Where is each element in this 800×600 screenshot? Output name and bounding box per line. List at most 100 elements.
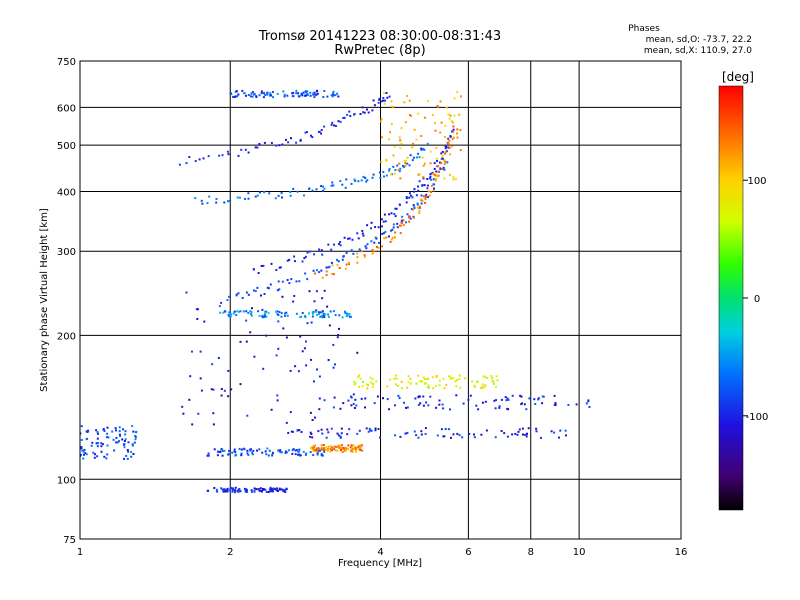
echo-point (254, 195, 257, 198)
echo-point (103, 455, 106, 458)
echo-point (498, 405, 501, 408)
echo-point (314, 272, 316, 275)
echo-point (305, 340, 307, 343)
echo-point (525, 435, 528, 438)
echo-point (444, 160, 447, 163)
echo-point (342, 402, 345, 405)
echo-point (288, 449, 290, 452)
echo-point (310, 358, 312, 361)
echo-point (396, 164, 399, 167)
echo-point (320, 446, 323, 449)
echo-point (266, 91, 269, 94)
echo-point (308, 187, 311, 190)
echo-point (231, 490, 234, 493)
echo-point (427, 190, 430, 193)
echo-point (418, 173, 421, 176)
echo-point (226, 487, 229, 490)
echo-point (417, 152, 419, 155)
echo-point (130, 451, 133, 454)
echo-point (269, 486, 272, 489)
echo-point (320, 129, 323, 132)
echo-point (188, 398, 191, 401)
echo-point (412, 142, 415, 145)
echo-point (408, 99, 411, 102)
echo-point (373, 402, 376, 405)
echo-point (247, 311, 250, 314)
echo-point (332, 310, 335, 313)
echo-point (484, 376, 487, 379)
echo-point (358, 447, 361, 450)
echo-point (334, 94, 337, 97)
echo-point (471, 380, 474, 383)
echo-point (316, 314, 318, 316)
x-tick-label: 8 (528, 547, 534, 558)
echo-point (236, 196, 239, 199)
echo-point (220, 487, 223, 490)
echo-point (327, 431, 330, 434)
echo-point (438, 399, 441, 402)
echo-point (446, 141, 449, 144)
echo-point (253, 92, 256, 95)
echo-point (443, 387, 446, 390)
echo-point (429, 150, 432, 153)
echo-point (374, 429, 377, 432)
echo-point (420, 202, 423, 205)
colorbar-label: [deg] (722, 70, 754, 84)
echo-point (264, 488, 267, 491)
echo-point (464, 377, 467, 380)
echo-point (295, 141, 298, 144)
y-tick-label: 400 (57, 187, 76, 198)
echo-point (181, 405, 184, 408)
echo-point (337, 434, 340, 437)
echo-point (434, 129, 437, 132)
echo-point (449, 135, 452, 138)
echo-point (328, 265, 331, 268)
echo-point (493, 399, 496, 402)
echo-point (295, 92, 298, 95)
echo-point (417, 173, 420, 176)
echo-point (238, 196, 241, 199)
echo-point (447, 428, 450, 431)
echo-point (381, 232, 384, 235)
echo-point (334, 125, 337, 127)
echo-point (343, 236, 346, 239)
echo-point (422, 176, 425, 179)
echo-point (256, 449, 258, 452)
echo-point (444, 428, 447, 430)
echo-point (97, 432, 99, 435)
echo-point (114, 441, 117, 444)
echo-point (106, 453, 109, 456)
echo-point (301, 260, 304, 263)
echo-point (482, 375, 485, 378)
echo-point (356, 232, 359, 235)
echo-point (277, 280, 280, 283)
echo-point (330, 449, 333, 451)
echo-point (374, 226, 377, 228)
echo-point (416, 203, 419, 206)
y-tick-label: 75 (63, 535, 76, 546)
echo-point (412, 156, 415, 159)
echo-point (420, 198, 423, 201)
echo-point (423, 195, 426, 198)
echo-point (312, 447, 315, 450)
echo-point (439, 100, 442, 103)
echo-point (270, 262, 273, 265)
echo-point (222, 490, 225, 493)
echo-point (350, 404, 353, 407)
echo-point (268, 192, 271, 195)
echo-point (372, 385, 374, 388)
echo-point (422, 404, 425, 407)
echo-point (245, 291, 248, 294)
echo-point (350, 396, 353, 399)
echo-point (550, 430, 553, 433)
echo-point (443, 177, 446, 180)
echo-point (332, 90, 335, 93)
echo-point (278, 266, 281, 269)
echo-point (132, 453, 135, 455)
echo-point (342, 448, 345, 451)
echo-point (221, 454, 224, 457)
echo-point (221, 154, 224, 157)
echo-point (429, 395, 432, 398)
echo-point (281, 196, 283, 199)
echo-point (418, 209, 421, 212)
